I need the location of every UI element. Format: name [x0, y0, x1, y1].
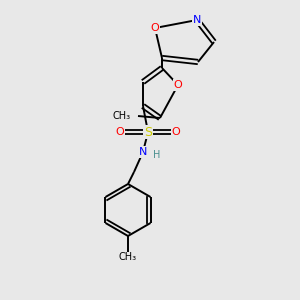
Text: O: O	[172, 127, 180, 137]
Text: S: S	[144, 125, 152, 139]
Text: CH₃: CH₃	[113, 111, 131, 121]
Text: N: N	[193, 15, 201, 25]
Text: CH₃: CH₃	[119, 252, 137, 262]
Text: O: O	[116, 127, 124, 137]
Text: N: N	[139, 147, 147, 157]
Text: O: O	[174, 80, 182, 90]
Text: O: O	[151, 23, 159, 33]
Text: H: H	[153, 150, 161, 160]
